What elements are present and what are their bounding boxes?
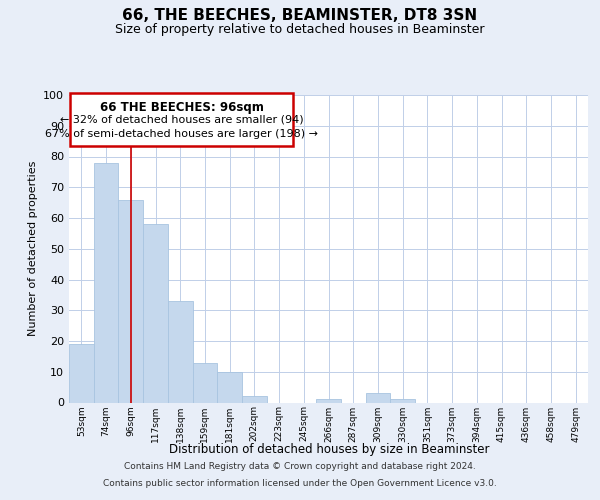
Text: ← 32% of detached houses are smaller (94): ← 32% of detached houses are smaller (94…: [59, 115, 303, 125]
Text: 66 THE BEECHES: 96sqm: 66 THE BEECHES: 96sqm: [100, 101, 263, 114]
Bar: [143, 224, 168, 402]
Text: 66, THE BEECHES, BEAMINSTER, DT8 3SN: 66, THE BEECHES, BEAMINSTER, DT8 3SN: [122, 8, 478, 22]
Bar: [365, 394, 390, 402]
Bar: [69, 344, 94, 403]
Bar: [168, 301, 193, 402]
Bar: [316, 400, 341, 402]
Bar: [193, 362, 217, 403]
Text: Contains public sector information licensed under the Open Government Licence v3: Contains public sector information licen…: [103, 478, 497, 488]
Bar: [390, 400, 415, 402]
FancyBboxPatch shape: [70, 94, 293, 146]
Text: Size of property relative to detached houses in Beaminster: Size of property relative to detached ho…: [115, 22, 485, 36]
Y-axis label: Number of detached properties: Number of detached properties: [28, 161, 38, 336]
Bar: [242, 396, 267, 402]
Text: 67% of semi-detached houses are larger (198) →: 67% of semi-detached houses are larger (…: [45, 129, 318, 139]
Text: Contains HM Land Registry data © Crown copyright and database right 2024.: Contains HM Land Registry data © Crown c…: [124, 462, 476, 471]
Text: Distribution of detached houses by size in Beaminster: Distribution of detached houses by size …: [169, 442, 489, 456]
Bar: [217, 372, 242, 402]
Bar: [94, 162, 118, 402]
Bar: [118, 200, 143, 402]
